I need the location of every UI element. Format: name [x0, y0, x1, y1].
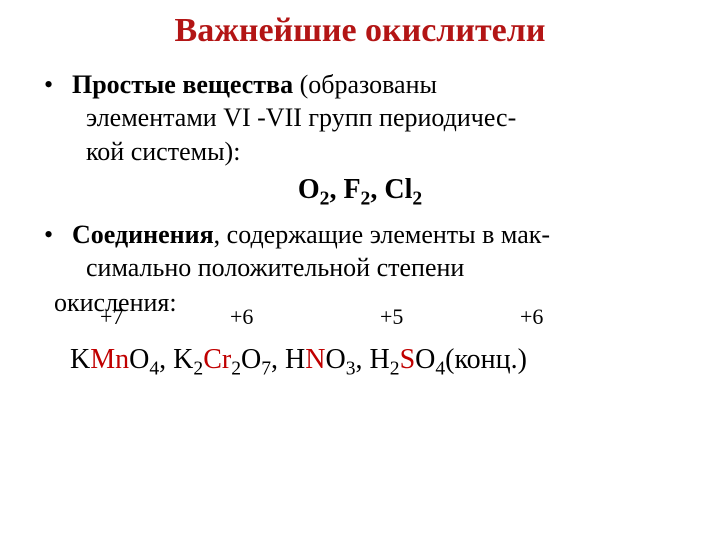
- c-h1: H: [285, 344, 305, 375]
- c-sub2a: 2: [193, 358, 203, 379]
- bullet-2-rest1: , содержащие элементы в мак-: [214, 220, 550, 249]
- oxnum-2: +6: [230, 304, 380, 330]
- c-o4: O: [415, 344, 435, 375]
- c-sub4b: 4: [435, 358, 445, 379]
- formula-f: F: [343, 174, 360, 205]
- oxidation-numbers: +7 +6 +5 +6: [40, 304, 680, 330]
- bullet-1-rest1: (образованы: [293, 70, 437, 99]
- c-sub4a: 4: [149, 358, 159, 379]
- bullet-1-lead: Простые вещества: [72, 70, 293, 99]
- bullet-2: • Соединения, содержащие элементы в мак-…: [40, 218, 680, 285]
- c-mn: Mn: [90, 344, 129, 375]
- c-s: S: [400, 344, 416, 375]
- oxnum-1: +7: [100, 304, 230, 330]
- bullet-2-line2: симально положительной степени: [72, 251, 680, 284]
- c-sep1: ,: [159, 344, 173, 375]
- formula-o-sub: 2: [320, 188, 330, 209]
- formula-sep1: ,: [329, 174, 343, 205]
- c-k1: K: [70, 344, 90, 375]
- bullet-1: • Простые вещества (образованы элементам…: [40, 68, 680, 168]
- c-sep2: ,: [271, 344, 285, 375]
- slide: Важнейшие окислители • Простые вещества …: [0, 0, 720, 540]
- c-sub7: 7: [261, 358, 271, 379]
- formula-cl: Cl: [384, 174, 412, 205]
- formula-line: O2, F2, Cl2: [40, 174, 680, 206]
- c-sep3: ,: [356, 344, 370, 375]
- bullet-1-line3: кой системы):: [72, 135, 680, 168]
- c-sub2c: 2: [390, 358, 400, 379]
- formula-f-sub: 2: [361, 188, 371, 209]
- oxnum-4: +6: [520, 304, 543, 330]
- c-sub2b: 2: [231, 358, 241, 379]
- formula-sep2: ,: [370, 174, 384, 205]
- c-tail: (конц.): [445, 344, 527, 375]
- formula-cl-sub: 2: [412, 188, 422, 209]
- formula-o: O: [298, 174, 320, 205]
- compounds-line: KMnO4, K2Cr2O7, HNO3, H2SO4(конц.): [40, 344, 680, 376]
- bullet-1-content: Простые вещества (образованы элементами …: [72, 68, 680, 168]
- bullet-dot-1: •: [40, 68, 72, 168]
- bullet-2-content: Соединения, содержащие элементы в мак- с…: [72, 218, 680, 285]
- c-sub3: 3: [346, 358, 356, 379]
- bullet-dot-2: •: [40, 218, 72, 285]
- slide-title: Важнейшие окислители: [40, 12, 680, 50]
- oxnum-3: +5: [380, 304, 520, 330]
- bullet-2-lead: Соединения: [72, 220, 214, 249]
- c-o2: O: [241, 344, 261, 375]
- c-o3: O: [326, 344, 346, 375]
- c-o1: O: [129, 344, 149, 375]
- c-n: N: [305, 344, 325, 375]
- c-h2: H: [370, 344, 390, 375]
- c-k2: K: [173, 344, 193, 375]
- bullet-1-line2: элементами VI -VII групп периодичес-: [72, 101, 680, 134]
- c-cr: Cr: [203, 344, 231, 375]
